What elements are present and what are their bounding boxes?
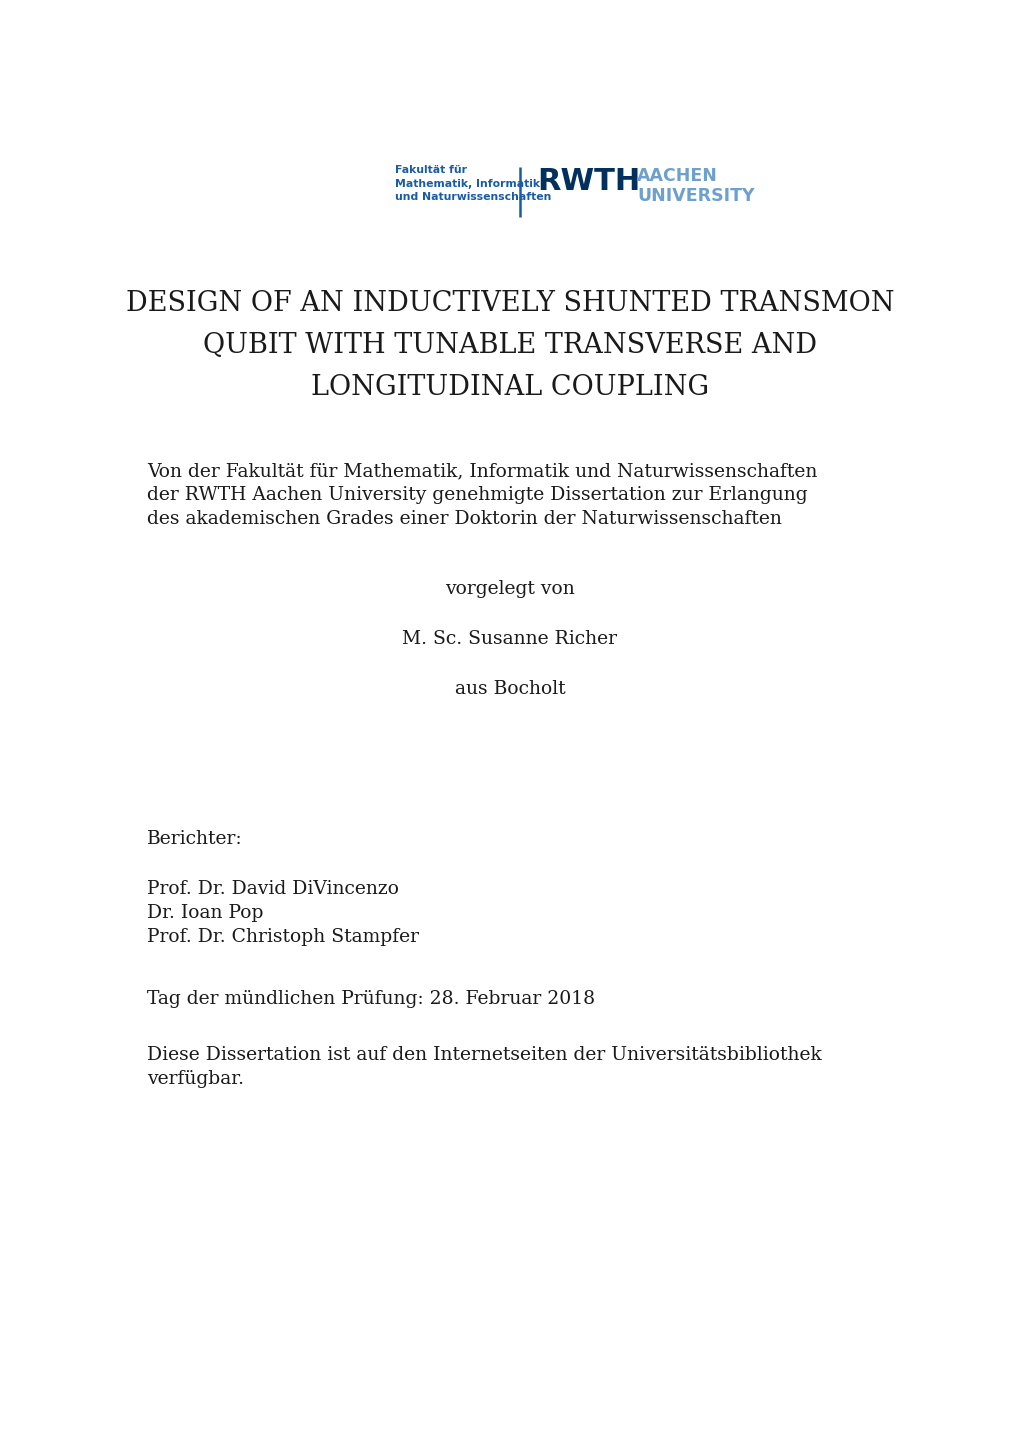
Text: Berichter:: Berichter: bbox=[147, 831, 243, 848]
Text: Prof. Dr. David DiVincenzo: Prof. Dr. David DiVincenzo bbox=[147, 880, 398, 899]
Text: vorgelegt von: vorgelegt von bbox=[444, 580, 575, 598]
Text: Tag der mündlichen Prüfung: 28. Februar 2018: Tag der mündlichen Prüfung: 28. Februar … bbox=[147, 990, 594, 1009]
Text: Diese Dissertation ist auf den Internetseiten der Universitätsbibliothek: Diese Dissertation ist auf den Internets… bbox=[147, 1046, 821, 1064]
Text: LONGITUDINAL COUPLING: LONGITUDINAL COUPLING bbox=[311, 373, 708, 401]
Text: DESIGN OF AN INDUCTIVELY SHUNTED TRANSMON: DESIGN OF AN INDUCTIVELY SHUNTED TRANSMO… bbox=[125, 289, 894, 317]
Text: Fakultät für
Mathematik, Informatik
und Naturwissenschaften: Fakultät für Mathematik, Informatik und … bbox=[394, 165, 551, 203]
Text: M. Sc. Susanne Richer: M. Sc. Susanne Richer bbox=[403, 629, 616, 648]
Text: des akademischen Grades einer Doktorin der Naturwissenschaften: des akademischen Grades einer Doktorin d… bbox=[147, 509, 782, 528]
Text: UNIVERSITY: UNIVERSITY bbox=[637, 187, 754, 205]
Text: Von der Fakultät für Mathematik, Informatik und Naturwissenschaften: Von der Fakultät für Mathematik, Informa… bbox=[147, 462, 816, 480]
Text: der RWTH Aachen University genehmigte Dissertation zur Erlangung: der RWTH Aachen University genehmigte Di… bbox=[147, 486, 807, 504]
Text: Dr. Ioan Pop: Dr. Ioan Pop bbox=[147, 904, 263, 922]
Text: verfügbar.: verfügbar. bbox=[147, 1069, 244, 1088]
Text: QUBIT WITH TUNABLE TRANSVERSE AND: QUBIT WITH TUNABLE TRANSVERSE AND bbox=[203, 331, 816, 359]
Text: AACHEN: AACHEN bbox=[637, 166, 717, 185]
Text: Prof. Dr. Christoph Stampfer: Prof. Dr. Christoph Stampfer bbox=[147, 928, 419, 946]
Text: RWTH: RWTH bbox=[536, 166, 640, 195]
Text: aus Bocholt: aus Bocholt bbox=[454, 680, 565, 697]
